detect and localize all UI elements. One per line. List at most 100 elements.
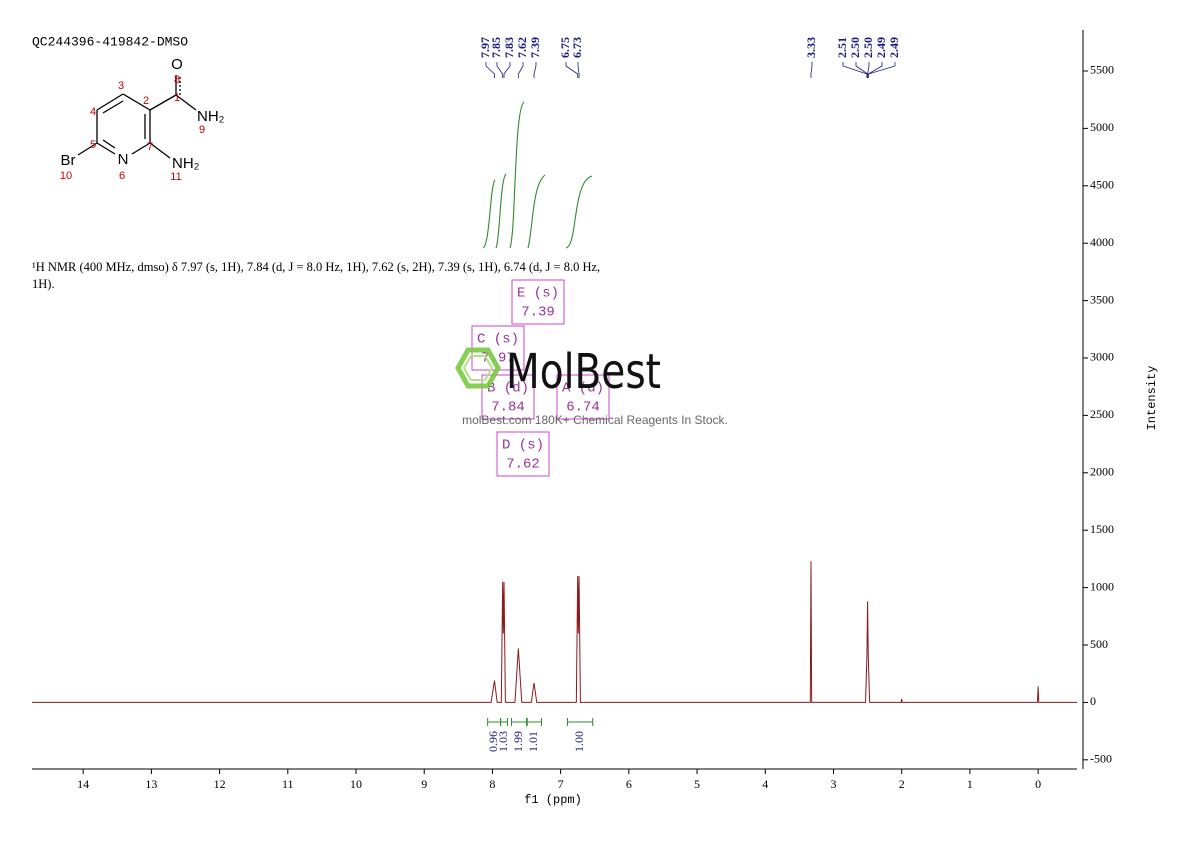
integral-bar — [526, 718, 543, 726]
peak-connector — [533, 62, 537, 78]
integral-bar — [487, 718, 502, 726]
atom-label: NH₂ — [172, 155, 200, 172]
y-tick-label: 5500 — [1090, 63, 1114, 77]
integral-label: 1.00 — [572, 731, 586, 752]
x-tick-label: 13 — [145, 777, 157, 791]
multiplet-shift: 7.62 — [506, 457, 540, 473]
atom-number: 1 — [174, 92, 180, 104]
peak-label: 7.39 — [528, 37, 542, 58]
y-tick-label: 2500 — [1090, 407, 1114, 421]
integral-bar — [500, 718, 508, 726]
x-tick-label: 0 — [1035, 777, 1041, 791]
integral-bar — [566, 718, 594, 726]
peak-label: 6.75 — [558, 37, 572, 58]
multiplet-shift: 7.84 — [491, 400, 525, 416]
atom-label: Br — [61, 152, 76, 169]
multiplet-label: E (s) — [517, 286, 559, 302]
y-tick-label: 5000 — [1090, 120, 1114, 134]
watermark: MolBest molBest.com 180K+ Chemical Reage… — [455, 344, 728, 427]
x-axis-label: f1 (ppm) — [524, 793, 582, 807]
multiplet-shift: 6.74 — [566, 400, 600, 416]
x-tick-label: 7 — [558, 777, 564, 791]
peak-connector — [867, 62, 870, 78]
nmr-description: ¹H NMR (400 MHz, dmso) δ 7.97 (s, 1H), 7… — [32, 260, 601, 291]
atom-number: 7 — [147, 141, 153, 153]
integral-curves — [482, 101, 593, 249]
y-tick-label: 1500 — [1090, 522, 1114, 536]
multiplet-label: B (d) — [487, 381, 529, 397]
x-tick-label: 10 — [350, 777, 362, 791]
x-tick-label: 8 — [489, 777, 495, 791]
multiplet-box — [481, 374, 535, 420]
atom-number: 8 — [174, 74, 180, 86]
x-tick-label: 1 — [967, 777, 973, 791]
peak-label: 7.62 — [515, 37, 529, 58]
atom-number: 5 — [90, 139, 96, 151]
y-tick-label: -500 — [1090, 752, 1112, 766]
molecule-bonds — [77, 75, 197, 159]
peak-connector — [496, 62, 504, 78]
atom-number: 11 — [170, 171, 181, 183]
peak-label: 2.49 — [874, 37, 888, 58]
atom-number: 3 — [118, 80, 124, 92]
peak-label: 2.49 — [887, 37, 901, 58]
atom-label: NH₂ — [197, 108, 225, 125]
multiplet-box — [511, 279, 565, 325]
x-tick-label: 4 — [762, 777, 768, 791]
watermark-brand: MolBest — [506, 344, 661, 400]
peak-connector — [577, 62, 580, 78]
peak-connector — [485, 62, 495, 78]
atom-number: 10 — [60, 170, 72, 182]
peak-label: 2.50 — [861, 37, 875, 58]
peak-label: 2.50 — [848, 37, 862, 58]
x-tick-label: 9 — [421, 777, 427, 791]
y-tick-label: 1000 — [1090, 579, 1114, 593]
peak-label: 2.51 — [835, 37, 849, 58]
peak-connector — [565, 62, 579, 78]
x-tick-label: 6 — [626, 777, 632, 791]
y-tick-label: 2000 — [1090, 465, 1114, 479]
peak-label: 6.73 — [570, 37, 584, 58]
integral-label: 1.01 — [526, 731, 540, 752]
integral-bar — [511, 718, 528, 726]
atom-number: 4 — [90, 106, 96, 118]
multiplet-box — [496, 431, 550, 477]
x-tick-label: 14 — [77, 777, 89, 791]
integral-label: 0.96 — [486, 731, 500, 752]
watermark-tagline: molBest.com 180K+ Chemical Reagents In S… — [462, 413, 728, 427]
y-axis-label: Intensity — [1145, 366, 1159, 431]
multiplet-box — [556, 374, 610, 420]
y-tick-label: 500 — [1090, 637, 1108, 651]
atom-number: 9 — [199, 124, 205, 136]
y-tick-label: 3500 — [1090, 292, 1114, 306]
x-tick-label: 11 — [282, 777, 294, 791]
peak-label: 7.97 — [478, 37, 492, 58]
peak-connector — [867, 62, 896, 78]
sample-id: QC244396-419842-DMSO — [32, 34, 188, 49]
peak-label: 7.85 — [489, 37, 503, 58]
multiplet-label: A (d) — [562, 381, 604, 397]
multiplet-label: C (s) — [477, 332, 519, 348]
atom-number: 6 — [119, 170, 125, 182]
x-tick-label: 12 — [214, 777, 226, 791]
peak-connector — [855, 62, 868, 78]
peak-label: 3.33 — [804, 37, 818, 58]
integral-label: 1.03 — [496, 731, 510, 752]
y-tick-label: 4500 — [1090, 178, 1114, 192]
x-tick-label: 2 — [899, 777, 905, 791]
y-tick-label: 0 — [1090, 694, 1096, 708]
peak-connector — [867, 62, 883, 78]
x-tick-label: 5 — [694, 777, 700, 791]
y-tick-label: 3000 — [1090, 350, 1114, 364]
peak-connector — [517, 62, 524, 78]
peak-label: 7.83 — [502, 37, 516, 58]
integral-label: 1.99 — [511, 731, 525, 752]
atom-label: N — [118, 151, 129, 168]
x-tick-label: 3 — [830, 777, 836, 791]
spectrum-line — [32, 561, 1077, 703]
peak-connector — [842, 62, 868, 78]
atom-label: O — [171, 56, 183, 73]
peak-connector — [503, 62, 511, 78]
